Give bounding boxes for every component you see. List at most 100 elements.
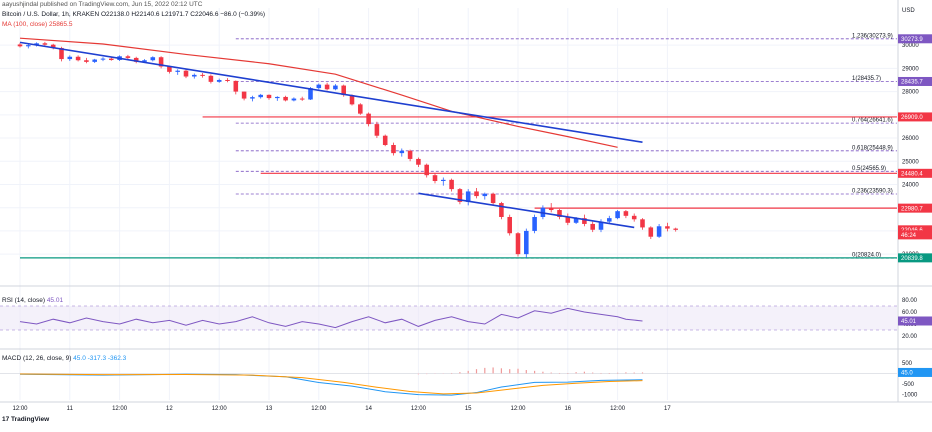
candle [266, 94, 272, 100]
price-badge-bg [898, 225, 932, 235]
macd-histogram-bar [534, 370, 536, 374]
time-tick-label: 12:00 [112, 406, 128, 412]
price-badge: 30273.9 [898, 34, 932, 44]
candle-body [324, 84, 330, 90]
rsi-band [0, 306, 897, 330]
candle [125, 54, 131, 60]
candle-body [175, 70, 180, 72]
candle-body [441, 179, 446, 181]
candle-body [424, 164, 429, 176]
macd-histogram-bar [517, 368, 519, 374]
candle [648, 226, 654, 240]
candle-body [26, 45, 31, 47]
symbol-name: Bitcoin / U.S. Dollar, 1h, KRAKEN [2, 11, 100, 18]
candle [631, 213, 637, 222]
candle [291, 97, 297, 102]
price-badge-bg [898, 34, 932, 44]
candle-body [308, 88, 313, 100]
macd-histogram-bar [417, 373, 419, 375]
candle [623, 210, 629, 219]
candle-body [407, 150, 413, 159]
fib-level-label: 0.236(23590.3) [852, 188, 893, 194]
candle-body [465, 191, 471, 202]
price-badge-bg [898, 76, 932, 86]
macd-histogram-bar [467, 370, 469, 374]
candle-body [623, 211, 629, 216]
candle-body [640, 219, 645, 228]
candle [407, 149, 413, 162]
candle [316, 83, 322, 90]
macd-histogram-bar [641, 372, 644, 374]
candle-body [100, 58, 106, 60]
price-badge: 24480.4 [898, 168, 932, 178]
ohlc-values: O22138.0 H22140.6 L21971.7 C22046.6 −86.… [101, 11, 266, 18]
candle [366, 112, 371, 127]
trendline [418, 192, 635, 229]
macd-legend: MACD (12, 26, close, 9) 45.0 -317.3 -362… [2, 355, 126, 362]
candle-body [291, 98, 297, 101]
macd-histogram-bar [542, 371, 544, 374]
candle [490, 192, 496, 206]
time-tick-label: 14 [365, 406, 372, 412]
candle-body [233, 80, 239, 92]
candle [241, 91, 247, 101]
candle [374, 121, 380, 139]
candle-body [557, 210, 562, 217]
candle [590, 221, 595, 233]
candle [424, 163, 429, 178]
candle-body [216, 79, 222, 82]
candle-body [499, 203, 504, 217]
tradingview-logo: 17 TradingView [2, 416, 50, 423]
macd-badge: 45.0 [898, 367, 932, 377]
candle-body [158, 57, 164, 67]
candle-body [67, 56, 73, 60]
candle-body [665, 226, 670, 229]
candle [42, 41, 48, 46]
macd-histogram-bar [509, 369, 511, 374]
candle-body [490, 193, 496, 204]
macd-histogram-bar [484, 367, 486, 374]
candle-body [299, 98, 305, 100]
candle [532, 214, 537, 234]
macd-badge-label: 45.0 [901, 371, 913, 377]
macd-histogram-bar [459, 372, 461, 374]
price-badge-label: 28435.7 [901, 80, 923, 86]
candle-body [109, 58, 114, 61]
macd-badge-bg [898, 367, 932, 377]
candle [665, 222, 670, 232]
price-badge-label: 46:24 [901, 233, 917, 239]
price-badge-bg [898, 230, 932, 240]
candle [299, 96, 305, 101]
price-badge-label: 26909.0 [901, 115, 923, 121]
candle-body [125, 56, 131, 58]
macd-histogram-bar [475, 369, 478, 374]
candle [582, 214, 587, 227]
candle [607, 215, 612, 224]
price-tick-label: 24000 [902, 182, 919, 188]
candle [283, 95, 288, 102]
candle-body [349, 95, 355, 105]
candle [524, 228, 529, 258]
macd-histogram-bar [583, 371, 585, 374]
candle [432, 172, 438, 184]
currency-label: USD [902, 8, 915, 14]
price-badge-bg [898, 168, 932, 178]
rsi-line [19, 307, 643, 329]
candle-body [241, 91, 247, 99]
candle-body [482, 193, 488, 197]
candle [358, 103, 363, 115]
candle-body [208, 75, 214, 82]
candle-body [432, 175, 438, 181]
time-tick-label: 12:00 [12, 406, 28, 412]
candle [192, 73, 197, 79]
rsi-tick-label: 20.00 [902, 334, 918, 340]
price-badge: 46:24 [898, 230, 932, 240]
candle-body [457, 189, 463, 202]
time-tick-label: 15 [465, 406, 472, 412]
candle-body [341, 85, 346, 96]
candle [391, 142, 396, 156]
rsi-value: 45.01 [46, 297, 64, 304]
macd-tick-label: 500 [902, 361, 913, 367]
price-badge: 26909.0 [898, 112, 932, 122]
